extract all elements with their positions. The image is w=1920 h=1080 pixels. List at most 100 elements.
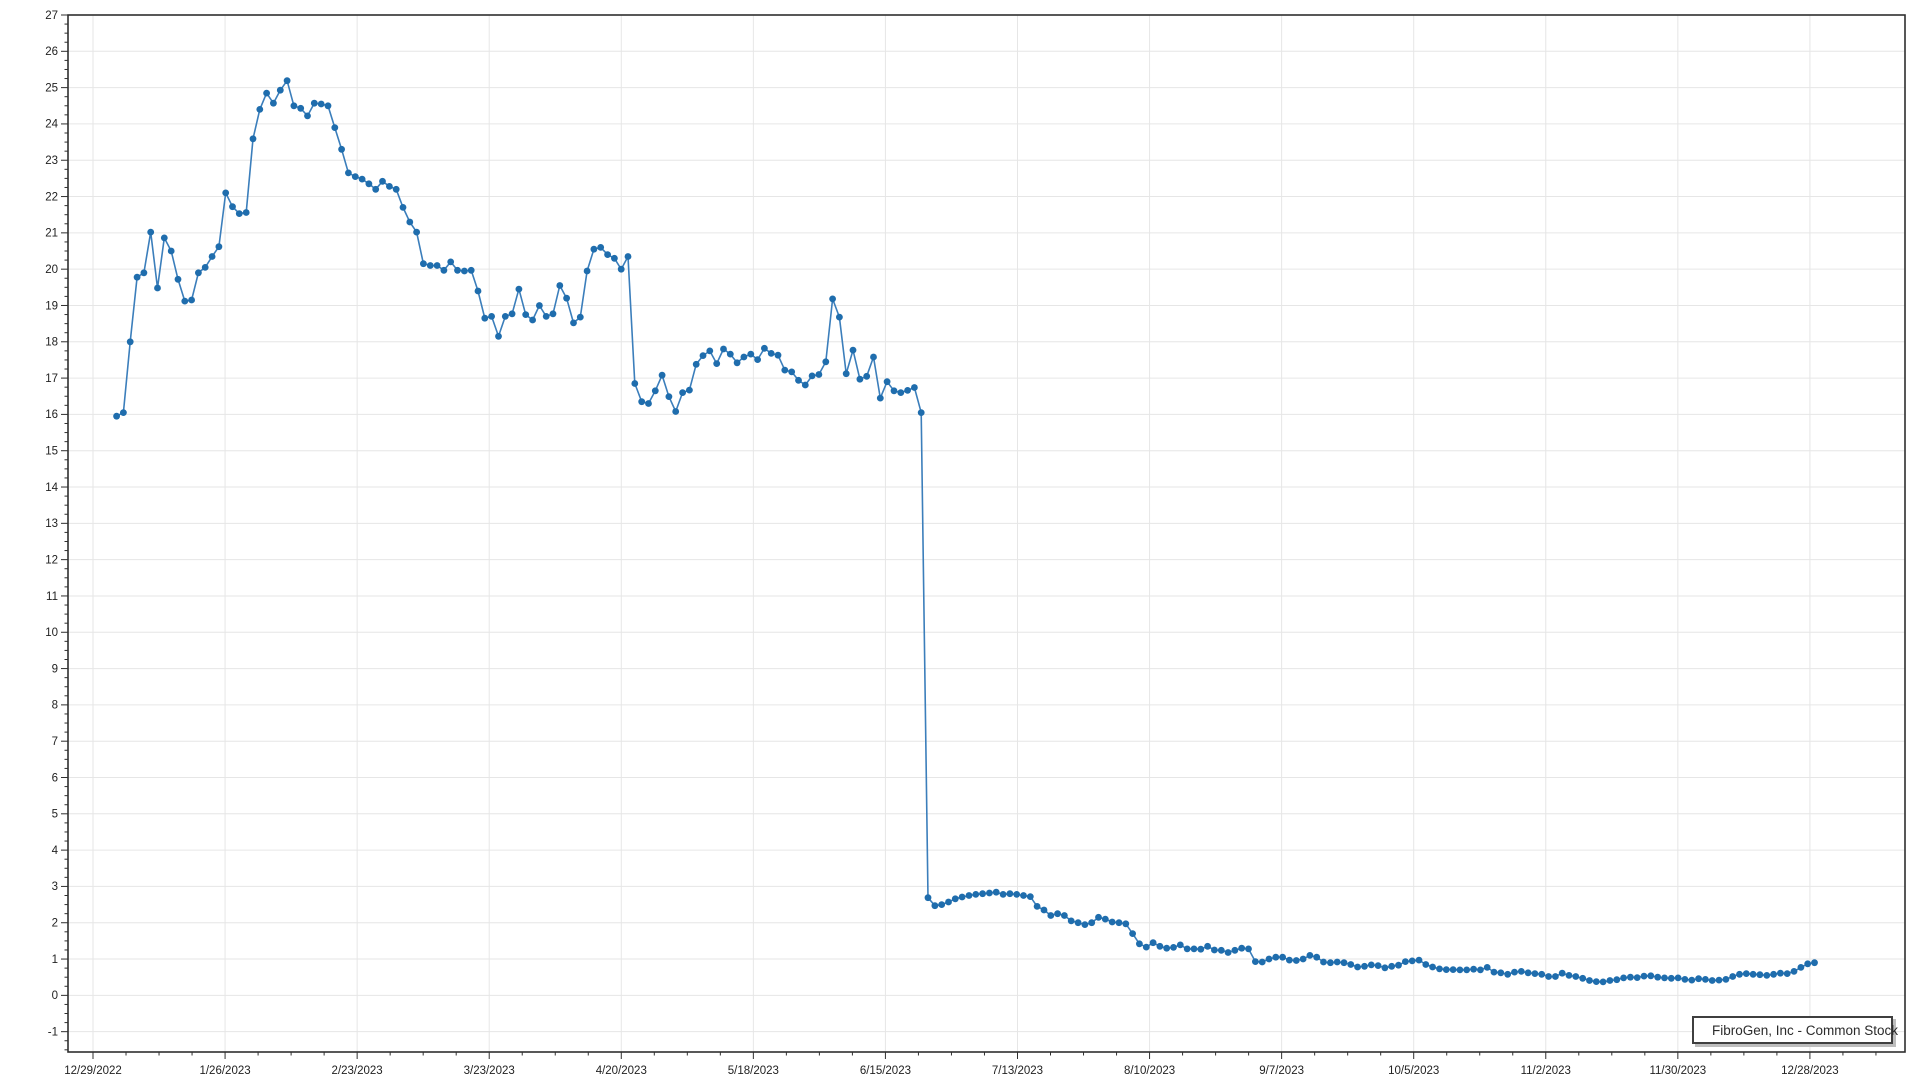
price-point-marker[interactable]: [481, 314, 489, 322]
price-point-marker[interactable]: [1170, 944, 1177, 951]
price-point-marker[interactable]: [1211, 946, 1218, 954]
price-point-marker[interactable]: [1497, 969, 1505, 977]
price-point-marker[interactable]: [358, 175, 366, 183]
price-point-marker[interactable]: [1586, 977, 1593, 984]
price-point-marker[interactable]: [1149, 939, 1157, 947]
price-point-marker[interactable]: [808, 372, 816, 380]
price-point-marker[interactable]: [1115, 919, 1123, 927]
price-point-marker[interactable]: [1442, 966, 1450, 973]
price-point-marker[interactable]: [133, 273, 141, 281]
price-point-marker[interactable]: [372, 185, 380, 193]
price-point-marker[interactable]: [1579, 974, 1587, 982]
price-point-marker[interactable]: [611, 254, 618, 262]
price-point-marker[interactable]: [1183, 945, 1191, 953]
price-point-marker[interactable]: [1081, 921, 1089, 928]
price-point-marker[interactable]: [1688, 976, 1696, 984]
price-point-marker[interactable]: [536, 302, 543, 309]
price-point-marker[interactable]: [815, 371, 823, 378]
price-point-marker[interactable]: [1333, 958, 1341, 966]
price-point-marker[interactable]: [1415, 956, 1423, 964]
price-point-marker[interactable]: [1777, 969, 1784, 977]
price-point-marker[interactable]: [1129, 930, 1136, 937]
price-point-marker[interactable]: [1286, 956, 1293, 964]
price-point-marker[interactable]: [140, 269, 148, 277]
price-point-marker[interactable]: [1197, 945, 1205, 953]
price-point-marker[interactable]: [1163, 944, 1171, 952]
price-point-marker[interactable]: [447, 258, 455, 266]
price-point-marker[interactable]: [1006, 890, 1014, 898]
price-point-marker[interactable]: [788, 368, 796, 376]
price-point-marker[interactable]: [1095, 913, 1102, 921]
price-point-marker[interactable]: [958, 893, 966, 901]
price-point-marker[interactable]: [488, 313, 495, 320]
price-point-marker[interactable]: [1640, 972, 1648, 980]
price-point-marker[interactable]: [120, 409, 127, 416]
price-point-marker[interactable]: [863, 372, 871, 380]
price-point-marker[interactable]: [1436, 965, 1443, 973]
price-point-marker[interactable]: [1299, 955, 1307, 963]
price-point-marker[interactable]: [222, 189, 230, 197]
price-point-marker[interactable]: [1456, 966, 1464, 974]
price-point-marker[interactable]: [1279, 953, 1286, 961]
price-point-marker[interactable]: [1783, 970, 1791, 977]
price-point-marker[interactable]: [672, 408, 680, 415]
price-point-marker[interactable]: [229, 203, 236, 211]
price-point-marker[interactable]: [597, 244, 605, 251]
price-point-marker[interactable]: [679, 389, 686, 396]
price-point-marker[interactable]: [181, 297, 189, 305]
price-point-marker[interactable]: [1313, 953, 1321, 961]
price-point-marker[interactable]: [720, 345, 727, 353]
price-point-marker[interactable]: [1511, 968, 1518, 976]
price-point-marker[interactable]: [1054, 910, 1061, 918]
price-point-marker[interactable]: [1231, 946, 1239, 954]
price-point-marker[interactable]: [781, 366, 789, 374]
price-point-marker[interactable]: [461, 267, 468, 275]
price-point-marker[interactable]: [522, 311, 530, 318]
price-point-marker[interactable]: [706, 347, 714, 355]
price-point-marker[interactable]: [406, 218, 414, 226]
price-point-marker[interactable]: [890, 387, 898, 395]
price-point-marker[interactable]: [283, 77, 291, 85]
price-point-marker[interactable]: [1408, 957, 1416, 965]
price-point-marker[interactable]: [856, 375, 864, 383]
price-point-marker[interactable]: [849, 346, 857, 354]
price-point-marker[interactable]: [590, 245, 598, 253]
price-point-marker[interactable]: [351, 173, 359, 181]
price-point-marker[interactable]: [1552, 973, 1559, 980]
price-point-marker[interactable]: [263, 89, 270, 97]
price-point-marker[interactable]: [1245, 945, 1252, 953]
price-point-marker[interactable]: [1463, 966, 1471, 974]
price-point-marker[interactable]: [1395, 961, 1402, 969]
price-point-marker[interactable]: [147, 228, 155, 236]
price-point-marker[interactable]: [1654, 973, 1662, 981]
price-point-marker[interactable]: [426, 262, 434, 269]
price-point-marker[interactable]: [399, 204, 407, 211]
price-point-marker[interactable]: [324, 102, 332, 110]
price-point-marker[interactable]: [1176, 941, 1184, 949]
price-point-marker[interactable]: [420, 260, 427, 268]
price-point-marker[interactable]: [433, 262, 441, 269]
price-point-marker[interactable]: [829, 295, 836, 303]
price-point-marker[interactable]: [631, 380, 639, 387]
price-point-marker[interactable]: [1033, 903, 1041, 910]
price-point-marker[interactable]: [1190, 945, 1198, 953]
price-point-marker[interactable]: [304, 112, 311, 120]
price-point-marker[interactable]: [338, 145, 345, 153]
price-point-marker[interactable]: [290, 102, 298, 110]
price-point-marker[interactable]: [924, 894, 932, 902]
price-point-marker[interactable]: [215, 243, 223, 251]
price-point-marker[interactable]: [999, 891, 1007, 898]
price-point-marker[interactable]: [651, 387, 659, 395]
price-point-marker[interactable]: [1558, 969, 1566, 977]
price-point-marker[interactable]: [508, 310, 516, 318]
price-point-marker[interactable]: [692, 360, 700, 368]
price-point-marker[interactable]: [638, 398, 646, 406]
price-point-marker[interactable]: [624, 253, 632, 260]
price-point-marker[interactable]: [1047, 912, 1055, 919]
price-point-marker[interactable]: [467, 266, 475, 274]
price-point-marker[interactable]: [379, 177, 386, 185]
price-point-marker[interactable]: [1647, 972, 1655, 980]
price-point-marker[interactable]: [972, 891, 980, 898]
price-point-marker[interactable]: [126, 338, 134, 346]
price-point-marker[interactable]: [576, 313, 584, 321]
